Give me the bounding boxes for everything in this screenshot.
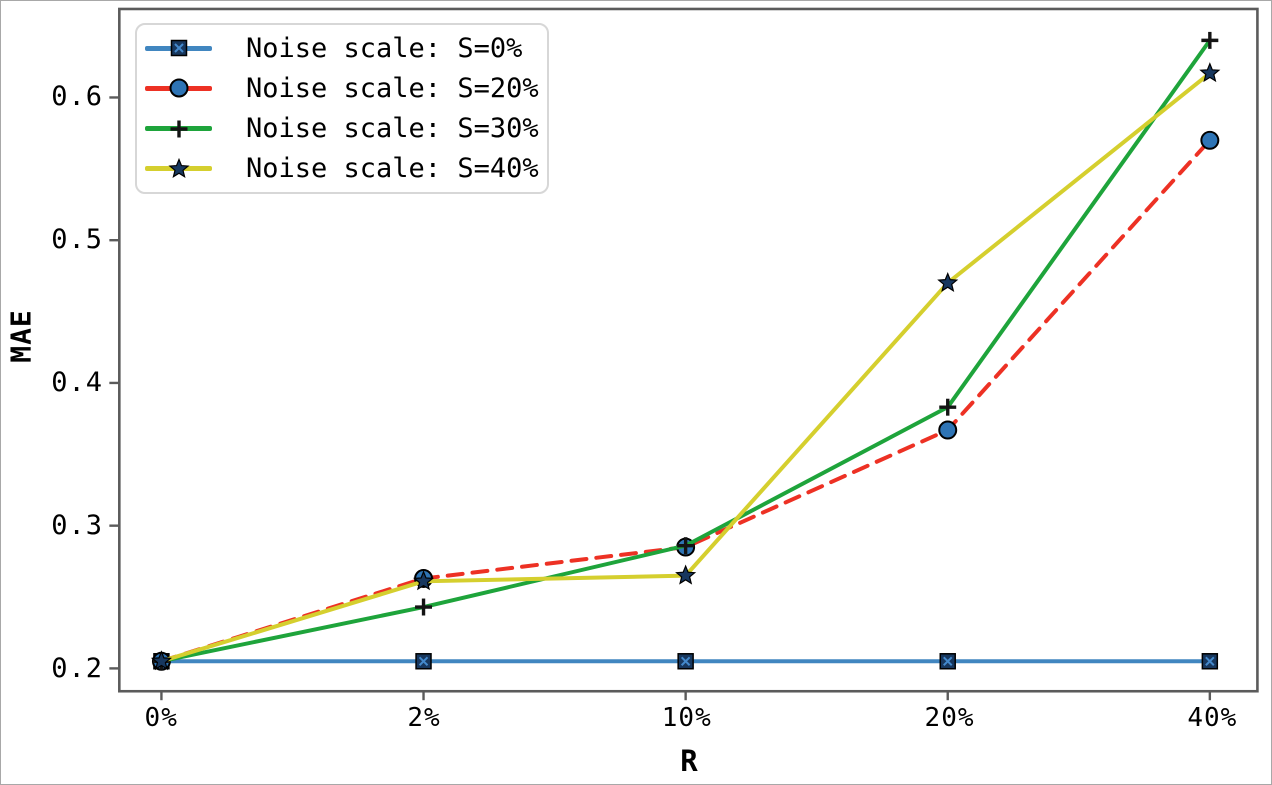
series-line-1 (159, 138, 1212, 664)
legend-label-s0: Noise scale: S=0% (246, 32, 523, 64)
legend-line-sample-s30 (145, 117, 212, 141)
plus-data-point-marker (677, 537, 695, 555)
star-marker-icon (166, 157, 192, 181)
legend-item-s0: Noise scale: S=0% (145, 29, 547, 67)
square-x-data-point-marker (170, 39, 187, 57)
circle-marker-icon (166, 76, 192, 100)
star-data-point-marker (675, 564, 697, 585)
plus-marker-icon (166, 117, 192, 141)
legend-box: Noise scale: S=0% Noise scale: S=20% Noi… (135, 23, 549, 194)
star-data-point-marker (412, 570, 435, 591)
y-tick-label: 0.5 (51, 223, 103, 255)
x-tick-label: 40% (1187, 703, 1238, 733)
y-tick-label: 0.6 (51, 80, 103, 112)
legend-line-sample-s20 (145, 76, 212, 100)
square-x-data-point-marker (677, 653, 694, 670)
x-tick-label: 10% (661, 703, 712, 733)
circle-data-point-marker (1200, 130, 1220, 150)
square-x-data-point-marker (939, 653, 956, 670)
star-data-point-marker (167, 157, 190, 178)
plus-data-point-marker (170, 120, 187, 138)
x-tick-label: 20% (924, 703, 975, 733)
legend-line-sample-s0 (145, 36, 212, 60)
legend-item-s40: Noise scale: S=40% (145, 150, 547, 188)
plus-data-point-marker (939, 398, 957, 416)
star-data-point-marker (937, 271, 959, 292)
y-tick-label: 0.3 (51, 509, 103, 541)
legend-label-s20: Noise scale: S=20% (246, 72, 539, 104)
square-x-marker-icon (166, 36, 192, 60)
x-tick-label: 0% (144, 703, 178, 733)
square-x-data-point-marker (415, 653, 432, 670)
plus-data-point-marker (415, 598, 433, 616)
legend-item-s30: Noise scale: S=30% (145, 110, 547, 148)
star-data-point-marker (150, 650, 172, 671)
circle-data-point-marker (938, 420, 958, 440)
square-x-data-point-marker (1201, 653, 1219, 670)
legend-item-s20: Noise scale: S=20% (145, 69, 547, 107)
y-tick-label: 0.2 (51, 653, 103, 685)
legend-line-sample-s40 (145, 157, 212, 181)
y-tick-label: 0.4 (51, 366, 103, 398)
x-axis-title: R (680, 744, 698, 778)
y-axis-title: MAE (4, 309, 38, 363)
legend-label-s30: Noise scale: S=30% (246, 113, 539, 145)
x-tick-label: 2% (407, 703, 441, 733)
circle-data-point-marker (169, 78, 188, 98)
star-data-point-marker (1199, 62, 1221, 83)
plus-data-point-marker (1201, 31, 1219, 49)
plot-border (118, 7, 1259, 693)
legend-label-s40: Noise scale: S=40% (246, 153, 539, 185)
